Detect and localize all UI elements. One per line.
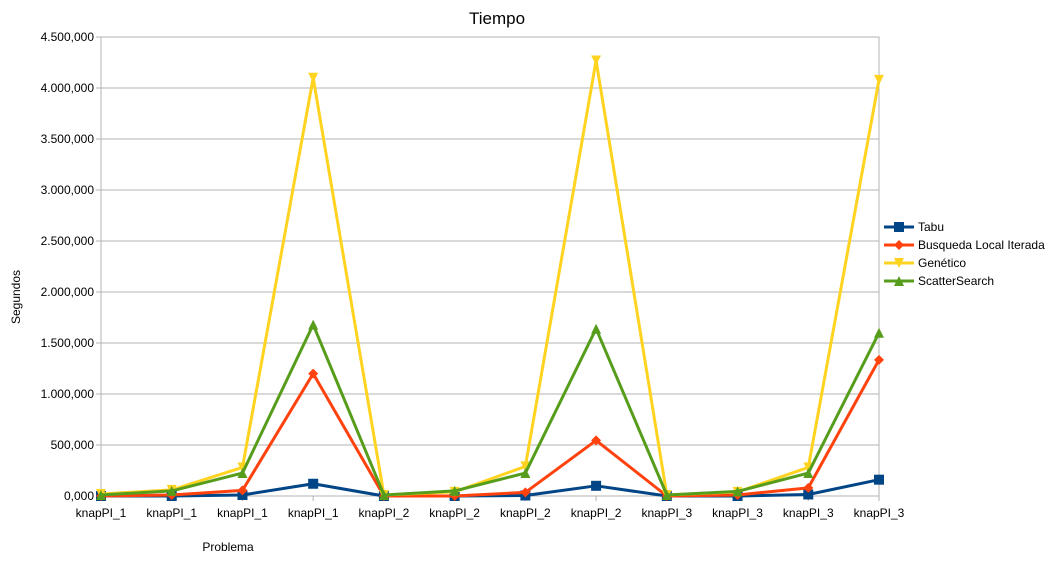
gridlines [101,36,879,497]
x-axis-title: Problema [202,540,254,554]
x-tick-label: knapPI_2 [359,506,410,520]
legend-item: Busqueda Local Iterada [884,238,1045,252]
data-point [803,482,814,493]
data-point [166,485,177,496]
data-point [874,354,884,365]
data-point [308,319,319,330]
y-tick-label: 500,000 [51,438,95,452]
x-tick-label: knapPI_1 [146,506,197,520]
series-line [100,359,881,498]
data-point [308,72,319,83]
data-point [732,486,743,497]
data-point [449,485,460,496]
legend: Tabu Busqueda Local Iterada Genético Scatte… [884,220,1045,288]
data-point [591,55,602,66]
x-tick-label: knapPI_3 [641,506,692,520]
x-tick-label: knapPI_1 [288,506,339,520]
legend-marker [894,258,904,268]
y-tick-label: 4.500,000 [41,30,95,44]
x-axis-ticks: knapPI_1 knapPI_1 knapPI_1 knapPI_1 knapPI_2… [76,496,905,520]
x-tick-label: knapPI_2 [429,506,480,520]
x-tick-label: knapPI_1 [217,506,268,520]
plot-area [100,36,880,497]
y-axis-title: Segundos [9,270,23,324]
y-tick-label: 1.000,000 [41,387,95,401]
legend-marker [894,240,904,250]
y-tick-label: 1.500,000 [41,336,95,350]
data-point [378,489,389,500]
data-point [874,327,884,338]
data-point [803,468,814,479]
series-line [101,478,880,498]
series-line [100,58,881,497]
legend-label: Busqueda Local Iterada [918,238,1045,252]
x-tick-label: knapPI_3 [854,506,905,520]
data-point [591,435,602,446]
y-tick-label: 4.000,000 [41,81,95,95]
y-tick-label: 3.500,000 [41,132,95,146]
legend-label: ScatterSearch [918,274,994,288]
data-point [591,480,602,491]
x-tick-label: knapPI_3 [712,506,763,520]
data-point [237,485,248,496]
y-tick-label: 3.000,000 [41,183,95,197]
legend-label: Genético [918,256,966,270]
y-axis-ticks: 0,000 500,000 1.000,000 1.500,000 2.000,000 2… [41,30,101,503]
x-tick-label: knapPI_1 [76,506,127,520]
legend-marker [894,276,904,286]
legend-item: Tabu [884,220,944,234]
data-point [803,489,814,500]
series-line [100,323,881,497]
data-point [874,74,884,85]
data-point [237,468,248,479]
legend-marker [894,222,904,232]
legend-item: Genético [884,256,966,270]
data-point [874,474,884,485]
legend-item: ScatterSearch [884,274,994,288]
series-scattersearch [96,319,884,500]
series-lines [96,55,884,501]
x-tick-label: knapPI_2 [500,506,551,520]
y-tick-label: 0,000 [64,489,94,503]
data-point [96,489,106,500]
legend-label: Tabu [918,220,944,234]
x-tick-label: knapPI_3 [783,506,834,520]
data-point [308,368,319,379]
data-point [591,323,602,334]
y-tick-label: 2.500,000 [41,234,95,248]
chart-title: Tiempo [469,9,525,28]
data-point [520,487,531,498]
x-tick-label: knapPI_2 [571,506,622,520]
data-point [661,489,672,500]
data-point [520,468,531,479]
series-gen-tico [96,55,884,500]
data-point [308,478,319,489]
data-point [520,461,531,472]
y-tick-label: 2.000,000 [41,285,95,299]
